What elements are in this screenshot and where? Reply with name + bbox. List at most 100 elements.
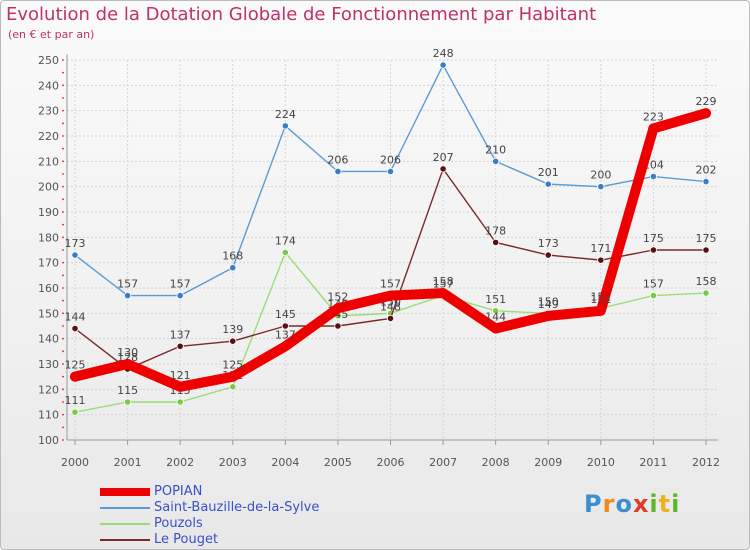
y-tick-label: 130 — [38, 358, 59, 371]
data-point — [281, 122, 289, 130]
data-point — [71, 408, 79, 416]
data-label: 157 — [170, 278, 191, 291]
y-minor-tick — [62, 274, 64, 277]
legend-swatch-le-pouget — [100, 539, 150, 541]
data-label: 157 — [643, 278, 664, 291]
data-label: 151 — [485, 293, 506, 306]
y-minor-tick — [62, 249, 64, 251]
data-point — [281, 248, 289, 257]
data-label: 168 — [222, 250, 243, 263]
y-tick-label: 150 — [38, 307, 59, 320]
data-point — [70, 371, 80, 382]
data-point — [334, 167, 342, 176]
data-point — [385, 290, 396, 301]
y-minor-tick — [62, 350, 64, 353]
data-label: 206 — [327, 153, 348, 166]
data-label: 148 — [380, 300, 401, 313]
y-tick-label: 230 — [38, 105, 59, 118]
y-minor-tick — [62, 439, 64, 441]
y-minor-tick — [62, 375, 64, 378]
data-point — [71, 251, 79, 259]
data-point — [595, 305, 606, 316]
y-tick-label: 240 — [38, 79, 59, 92]
y-tick-label: 190 — [38, 206, 59, 219]
logo-letter: P — [584, 490, 603, 518]
data-label: 130 — [117, 346, 138, 359]
data-point — [597, 183, 605, 191]
data-label: 229 — [696, 95, 717, 108]
data-label: 125 — [222, 359, 243, 372]
legend-swatch-pouzols — [100, 523, 150, 525]
data-label: 175 — [643, 232, 664, 245]
y-tick-label: 160 — [38, 282, 59, 295]
chart-subtitle: (en € et par an) — [8, 28, 95, 41]
data-label: 248 — [433, 47, 454, 60]
logo-letter: i — [649, 490, 659, 518]
data-label: 207 — [433, 151, 454, 164]
data-point — [123, 398, 132, 406]
legend-label-le-pouget: Le Pouget — [154, 532, 219, 547]
data-label: 178 — [485, 224, 506, 237]
y-minor-tick — [62, 135, 64, 137]
y-minor-tick — [62, 401, 64, 403]
y-minor-tick — [62, 173, 64, 175]
y-minor-tick — [62, 147, 64, 150]
y-minor-tick — [62, 236, 64, 239]
data-point — [492, 238, 500, 246]
data-point — [439, 165, 447, 173]
data-label: 144 — [65, 311, 86, 324]
data-point — [702, 289, 710, 297]
data-label: 224 — [275, 108, 296, 121]
y-minor-tick — [62, 109, 64, 112]
data-label: 115 — [117, 384, 138, 397]
data-label: 139 — [222, 323, 243, 336]
y-minor-tick — [62, 287, 64, 289]
y-minor-tick — [62, 198, 64, 201]
data-label: 210 — [485, 143, 506, 156]
data-label: 157 — [433, 278, 454, 291]
data-point — [702, 246, 710, 254]
proxiti-logo: Proxiti — [584, 490, 680, 518]
data-label: 125 — [65, 359, 86, 372]
data-point — [597, 256, 605, 264]
data-point — [649, 172, 658, 181]
y-minor-tick — [62, 363, 64, 365]
data-point — [386, 314, 395, 322]
data-label: 201 — [538, 166, 559, 179]
y-tick-label: 140 — [38, 333, 59, 346]
data-label: 173 — [65, 237, 86, 250]
data-label: 151 — [590, 293, 611, 306]
y-minor-tick — [62, 122, 64, 125]
data-label: 145 — [275, 308, 296, 321]
data-label: 202 — [696, 164, 717, 177]
y-tick-label: 180 — [38, 231, 59, 244]
data-point — [386, 167, 395, 176]
data-label: 137 — [275, 328, 296, 341]
data-point — [71, 324, 79, 333]
data-label: 150 — [538, 295, 559, 308]
logo-letter: x — [632, 490, 650, 518]
y-minor-tick — [62, 223, 64, 226]
logo-letter: r — [602, 490, 616, 518]
data-point — [176, 291, 184, 300]
y-tick-label: 200 — [38, 181, 59, 194]
legend-label-saint-bauzille: Saint-Bauzille-de-la-Sylve — [154, 500, 320, 515]
data-point — [438, 288, 449, 299]
data-label: 158 — [433, 275, 454, 288]
y-tick-label: 120 — [38, 383, 59, 396]
data-label: 173 — [538, 237, 559, 250]
data-label: 223 — [643, 110, 664, 123]
y-tick-label: 250 — [38, 54, 59, 67]
x-tick-label: 2008 — [482, 456, 510, 469]
data-point — [280, 341, 291, 352]
y-tick-label: 210 — [38, 155, 59, 168]
y-tick-label: 110 — [38, 409, 59, 422]
data-point — [229, 337, 237, 345]
data-label: 158 — [696, 275, 717, 288]
data-point — [492, 157, 500, 165]
x-tick-label: 2000 — [61, 456, 89, 469]
data-point — [702, 178, 710, 186]
y-minor-tick — [62, 97, 64, 99]
data-point — [176, 342, 184, 350]
